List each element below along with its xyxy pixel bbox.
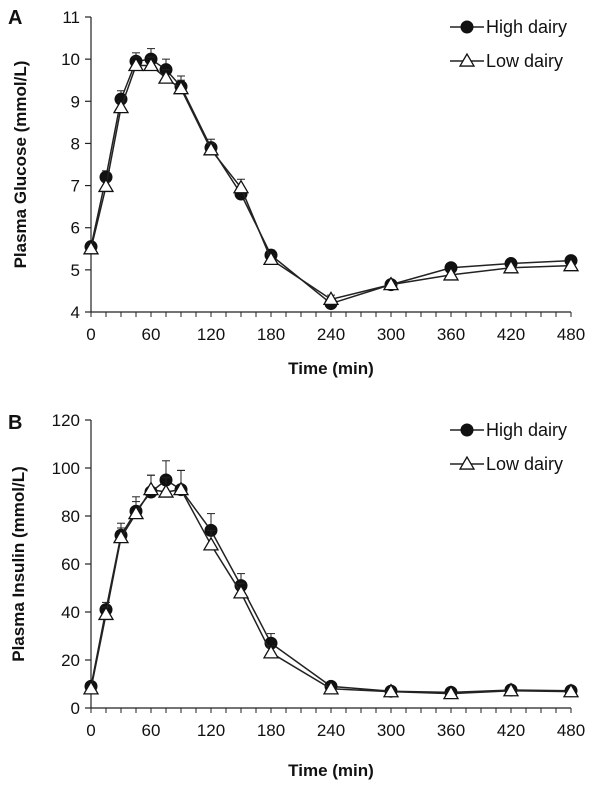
data-point	[382, 683, 400, 698]
x-axis-title: Time (min)	[288, 761, 374, 780]
data-point	[172, 481, 190, 496]
data-point	[97, 178, 115, 193]
data-point	[262, 644, 280, 659]
y-tick-label: 20	[61, 651, 80, 670]
legend-item-high-dairy: High dairy	[450, 17, 567, 37]
data-point	[442, 685, 460, 700]
y-tick-label: 4	[71, 303, 80, 322]
y-tick-label: 40	[61, 603, 80, 622]
legend-label: Low dairy	[486, 454, 563, 474]
series-low-dairy	[82, 469, 580, 700]
y-tick-label: 80	[61, 507, 80, 526]
series-high-dairy	[84, 48, 578, 311]
x-tick-label: 60	[142, 721, 161, 740]
legend-label: High dairy	[486, 17, 567, 37]
data-point	[82, 680, 100, 695]
data-point	[97, 606, 115, 621]
series-line	[90, 488, 572, 695]
x-tick-label: 180	[257, 325, 285, 344]
x-tick-label: 60	[142, 325, 161, 344]
y-axis-title: Plasma Insulin (mmol/L)	[9, 466, 28, 662]
y-tick-label: 60	[61, 555, 80, 574]
y-tick-label: 0	[71, 699, 80, 718]
legend-item-low-dairy: Low dairy	[450, 454, 563, 474]
y-tick-label: 5	[71, 261, 80, 280]
x-tick-label: 0	[86, 325, 95, 344]
x-axis-title: Time (min)	[288, 359, 374, 378]
legend-marker	[458, 52, 476, 67]
x-tick-label: 120	[197, 325, 225, 344]
data-point	[322, 291, 340, 306]
x-tick-label: 120	[197, 721, 225, 740]
data-point	[502, 259, 520, 274]
data-point	[172, 80, 190, 95]
x-tick-label: 360	[437, 721, 465, 740]
legend-label: High dairy	[486, 420, 567, 440]
legend-marker	[460, 423, 474, 437]
x-tick-label: 420	[497, 721, 525, 740]
legend-marker	[458, 455, 476, 470]
data-point	[127, 505, 145, 520]
series-line	[90, 58, 572, 305]
y-tick-label: 11	[62, 8, 80, 27]
panel-b: B 0 20 40 60 80 100 120 0 60 120 180 240 300 360 420 480…	[8, 411, 585, 780]
x-tick-label: 0	[86, 721, 95, 740]
legend-marker	[460, 20, 474, 34]
data-point	[112, 529, 130, 544]
x-tick-label: 180	[257, 721, 285, 740]
x-tick-label: 300	[377, 325, 405, 344]
data-point	[232, 179, 250, 194]
data-point	[262, 251, 280, 266]
x-tick-label: 240	[317, 721, 345, 740]
series-line	[90, 479, 572, 694]
y-tick-label: 120	[52, 411, 80, 430]
y-tick-label: 7	[71, 177, 80, 196]
y-tick-label: 10	[61, 50, 80, 69]
data-point	[82, 240, 100, 255]
x-tick-label: 360	[437, 325, 465, 344]
data-point	[202, 141, 220, 156]
x-tick-label: 480	[557, 721, 585, 740]
panel-letter: B	[8, 412, 22, 434]
data-point	[322, 680, 340, 695]
y-tick-label: 100	[52, 459, 80, 478]
data-point	[442, 266, 460, 281]
x-tick-label: 420	[497, 325, 525, 344]
data-point	[142, 481, 160, 496]
panel-letter: A	[8, 7, 22, 29]
y-tick-label: 9	[71, 92, 80, 111]
y-axis-title: Plasma Glucose (mmol/L)	[11, 61, 30, 269]
legend-label: Low dairy	[486, 51, 563, 71]
data-point	[157, 483, 175, 498]
x-tick-label: 480	[557, 325, 585, 344]
data-point	[502, 682, 520, 697]
data-point	[157, 69, 175, 84]
data-point	[112, 99, 130, 114]
data-point	[562, 683, 580, 698]
data-point	[127, 57, 145, 72]
y-tick-label: 8	[71, 134, 80, 153]
series-low-dairy	[82, 56, 580, 306]
data-point	[382, 276, 400, 291]
data-point	[232, 584, 250, 599]
x-tick-label: 240	[317, 325, 345, 344]
data-point	[142, 57, 160, 72]
data-point	[202, 536, 220, 551]
panel-a: A 4 5 6 7 8 9 10 11 0 60 120 180 240 300 360 420 480 Time …	[8, 7, 585, 378]
legend-item-low-dairy: Low dairy	[450, 51, 563, 71]
data-point	[562, 257, 580, 272]
x-tick-label: 300	[377, 721, 405, 740]
y-tick-label: 6	[71, 219, 80, 238]
legend-item-high-dairy: High dairy	[450, 420, 567, 440]
